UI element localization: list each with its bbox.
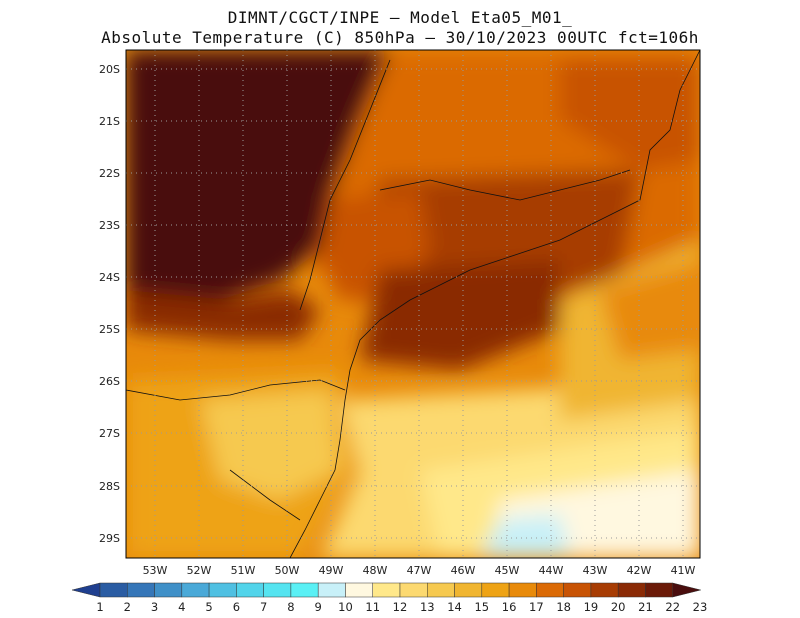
colorbar-swatch bbox=[236, 582, 264, 598]
colorbar-label: 13 bbox=[420, 600, 435, 614]
graticule bbox=[126, 50, 700, 558]
colorbar-swatch bbox=[536, 582, 564, 598]
lon-label: 52W bbox=[187, 564, 212, 577]
colorbar-min-arrow bbox=[71, 582, 101, 598]
colorbar-swatch bbox=[617, 582, 646, 598]
colorbar-label: 11 bbox=[365, 600, 380, 614]
colorbar-swatch bbox=[208, 582, 237, 598]
colorbar-swatch bbox=[181, 582, 210, 598]
longitude-axis: 53W 52W 51W 50W 49W 48W 47W 46W 45W 44W … bbox=[143, 564, 696, 577]
lat-label: 24S bbox=[99, 271, 120, 284]
map-frame bbox=[125, 49, 701, 559]
colorbar-label: 14 bbox=[447, 600, 462, 614]
colorbar-label: 1 bbox=[96, 600, 103, 614]
colorbar-label: 10 bbox=[338, 600, 353, 614]
lat-label: 25S bbox=[99, 323, 120, 336]
colorbar-swatch bbox=[481, 582, 510, 598]
lon-label: 42W bbox=[627, 564, 652, 577]
colorbar-label: 8 bbox=[287, 600, 294, 614]
map-title-line1: DIMNT/CGCT/INPE – Model Eta05_M01_ bbox=[227, 8, 573, 27]
colorbar-label: 3 bbox=[151, 600, 158, 614]
lon-label: 46W bbox=[451, 564, 476, 577]
colorbar-label: 18 bbox=[556, 600, 571, 614]
lon-label: 47W bbox=[407, 564, 432, 577]
lon-label: 41W bbox=[671, 564, 696, 577]
colorbar-swatch bbox=[263, 582, 292, 598]
lat-label: 20S bbox=[99, 63, 120, 76]
colorbar-swatch bbox=[590, 582, 619, 598]
colorbar-label: 19 bbox=[584, 600, 599, 614]
colorbar-label: 15 bbox=[474, 600, 489, 614]
colorbar-label: 12 bbox=[393, 600, 408, 614]
colorbar-label: 16 bbox=[502, 600, 517, 614]
colorbar-max-arrow bbox=[672, 582, 701, 598]
lon-label: 45W bbox=[495, 564, 520, 577]
lat-label: 28S bbox=[99, 480, 120, 493]
colorbar-label: 7 bbox=[260, 600, 267, 614]
lat-label: 26S bbox=[99, 375, 120, 388]
lat-label: 23S bbox=[99, 219, 120, 232]
colorbar-swatch bbox=[127, 582, 155, 598]
colorbar-label: 17 bbox=[529, 600, 544, 614]
colorbar-label: 20 bbox=[611, 600, 626, 614]
colorbar-swatch bbox=[645, 582, 673, 598]
lon-label: 53W bbox=[143, 564, 168, 577]
colorbar-label: 4 bbox=[178, 600, 185, 614]
colorbar-swatch bbox=[454, 582, 483, 598]
lat-label: 29S bbox=[99, 532, 120, 545]
colorbar-swatch bbox=[290, 582, 319, 598]
colorbar-swatch bbox=[427, 582, 455, 598]
colorbar-swatch bbox=[563, 582, 592, 598]
temperature-field bbox=[126, 50, 700, 558]
colorbar-swatch bbox=[345, 582, 373, 598]
colorbar-label: 6 bbox=[233, 600, 240, 614]
colorbar: 1 2 3 4 5 6 7 8 9 10 11 12 13 14 15 16 17 18 19 20 21 22 23 bbox=[71, 582, 708, 614]
lon-label: 43W bbox=[583, 564, 608, 577]
lat-label: 22S bbox=[99, 167, 120, 180]
colorbar-swatch bbox=[508, 582, 537, 598]
lon-label: 44W bbox=[539, 564, 564, 577]
lon-label: 50W bbox=[275, 564, 300, 577]
colorbar-label: 2 bbox=[124, 600, 131, 614]
latitude-axis: 20S 21S 22S 23S 24S 25S 26S 27S 28S 29S bbox=[99, 63, 120, 545]
colorbar-swatch bbox=[317, 582, 346, 598]
colorbar-swatch bbox=[154, 582, 183, 598]
colorbar-label: 22 bbox=[665, 600, 680, 614]
colorbar-swatch bbox=[99, 582, 128, 598]
colorbar-label: 23 bbox=[693, 600, 708, 614]
lat-label: 27S bbox=[99, 427, 120, 440]
colorbar-label: 9 bbox=[315, 600, 322, 614]
lon-label: 49W bbox=[319, 564, 344, 577]
lon-label: 51W bbox=[231, 564, 256, 577]
colorbar-label: 21 bbox=[638, 600, 653, 614]
map-title-line2: Absolute Temperature (C) 850hPa – 30/10/… bbox=[101, 28, 699, 47]
coastline-borders bbox=[126, 50, 700, 558]
colorbar-label: 5 bbox=[205, 600, 212, 614]
colorbar-swatch bbox=[399, 582, 428, 598]
colorbar-swatch bbox=[372, 582, 401, 598]
lat-label: 21S bbox=[99, 115, 120, 128]
lon-label: 48W bbox=[363, 564, 388, 577]
